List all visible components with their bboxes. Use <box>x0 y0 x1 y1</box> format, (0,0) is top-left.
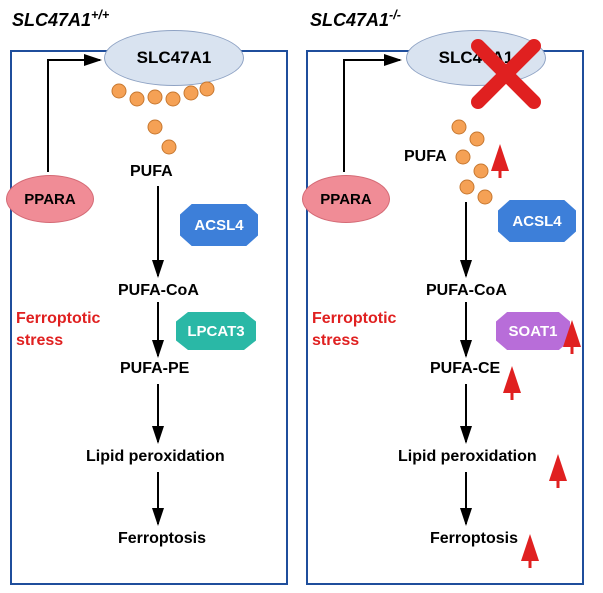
right-soat1-node: SOAT1 <box>496 312 570 350</box>
left-acsl4-node: ACSL4 <box>180 204 258 246</box>
right-pufa-coa-label: PUFA-CoA <box>426 282 507 300</box>
left-lpcat3-node: LPCAT3 <box>176 312 256 350</box>
left-ppara-label: PPARA <box>24 191 75 208</box>
right-slc47a1-label: SLC47A1 <box>439 48 514 68</box>
left-stress-label: stress <box>16 332 63 350</box>
left-slc47a1-label: SLC47A1 <box>137 48 212 68</box>
left-pufa-pe-label: PUFA-PE <box>120 360 189 378</box>
right-pufa-ce-label: PUFA-CE <box>430 360 500 378</box>
right-acsl4-node: ACSL4 <box>498 200 576 242</box>
right-title-text: SLC47A1-/- <box>310 10 401 30</box>
left-ferroptotic-label: Ferroptotic <box>16 310 100 328</box>
left-ppara-node: PPARA <box>6 175 94 223</box>
left-acsl4-label: ACSL4 <box>194 217 243 234</box>
right-pufa-label: PUFA <box>404 148 447 166</box>
right-ferroptosis-label: Ferroptosis <box>430 530 518 548</box>
right-ppara-node: PPARA <box>302 175 390 223</box>
left-pufa-label: PUFA <box>130 163 173 181</box>
left-slc47a1-node: SLC47A1 <box>104 30 244 86</box>
right-ppara-label: PPARA <box>320 191 371 208</box>
right-ferroptotic-label: Ferroptotic <box>312 310 396 328</box>
right-slc47a1-node: SLC47A1 <box>406 30 546 86</box>
left-lipid-label: Lipid peroxidation <box>86 448 225 466</box>
left-title-text: SLC47A1+/+ <box>12 10 109 30</box>
right-acsl4-label: ACSL4 <box>512 213 561 230</box>
left-ferroptosis-label: Ferroptosis <box>118 530 206 548</box>
right-soat1-label: SOAT1 <box>509 323 558 340</box>
left-title: SLC47A1+/+ <box>12 8 109 31</box>
left-lpcat3-label: LPCAT3 <box>187 323 244 340</box>
right-lipid-label: Lipid peroxidation <box>398 448 537 466</box>
right-stress-label: stress <box>312 332 359 350</box>
right-title: SLC47A1-/- <box>310 8 401 31</box>
left-pufa-coa-label: PUFA-CoA <box>118 282 199 300</box>
